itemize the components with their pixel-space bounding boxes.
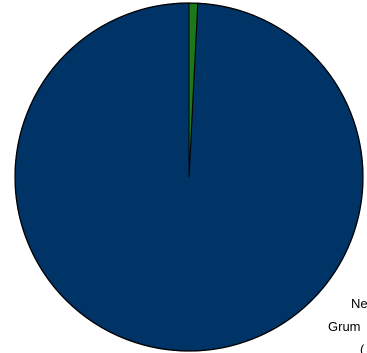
pie-slices [14, 2, 364, 352]
pie-outline [14, 2, 364, 352]
slice-label-1: Grum [328, 319, 361, 334]
slice-label-0: Ne [351, 296, 367, 311]
slice-label-partial: ( [360, 342, 365, 353]
